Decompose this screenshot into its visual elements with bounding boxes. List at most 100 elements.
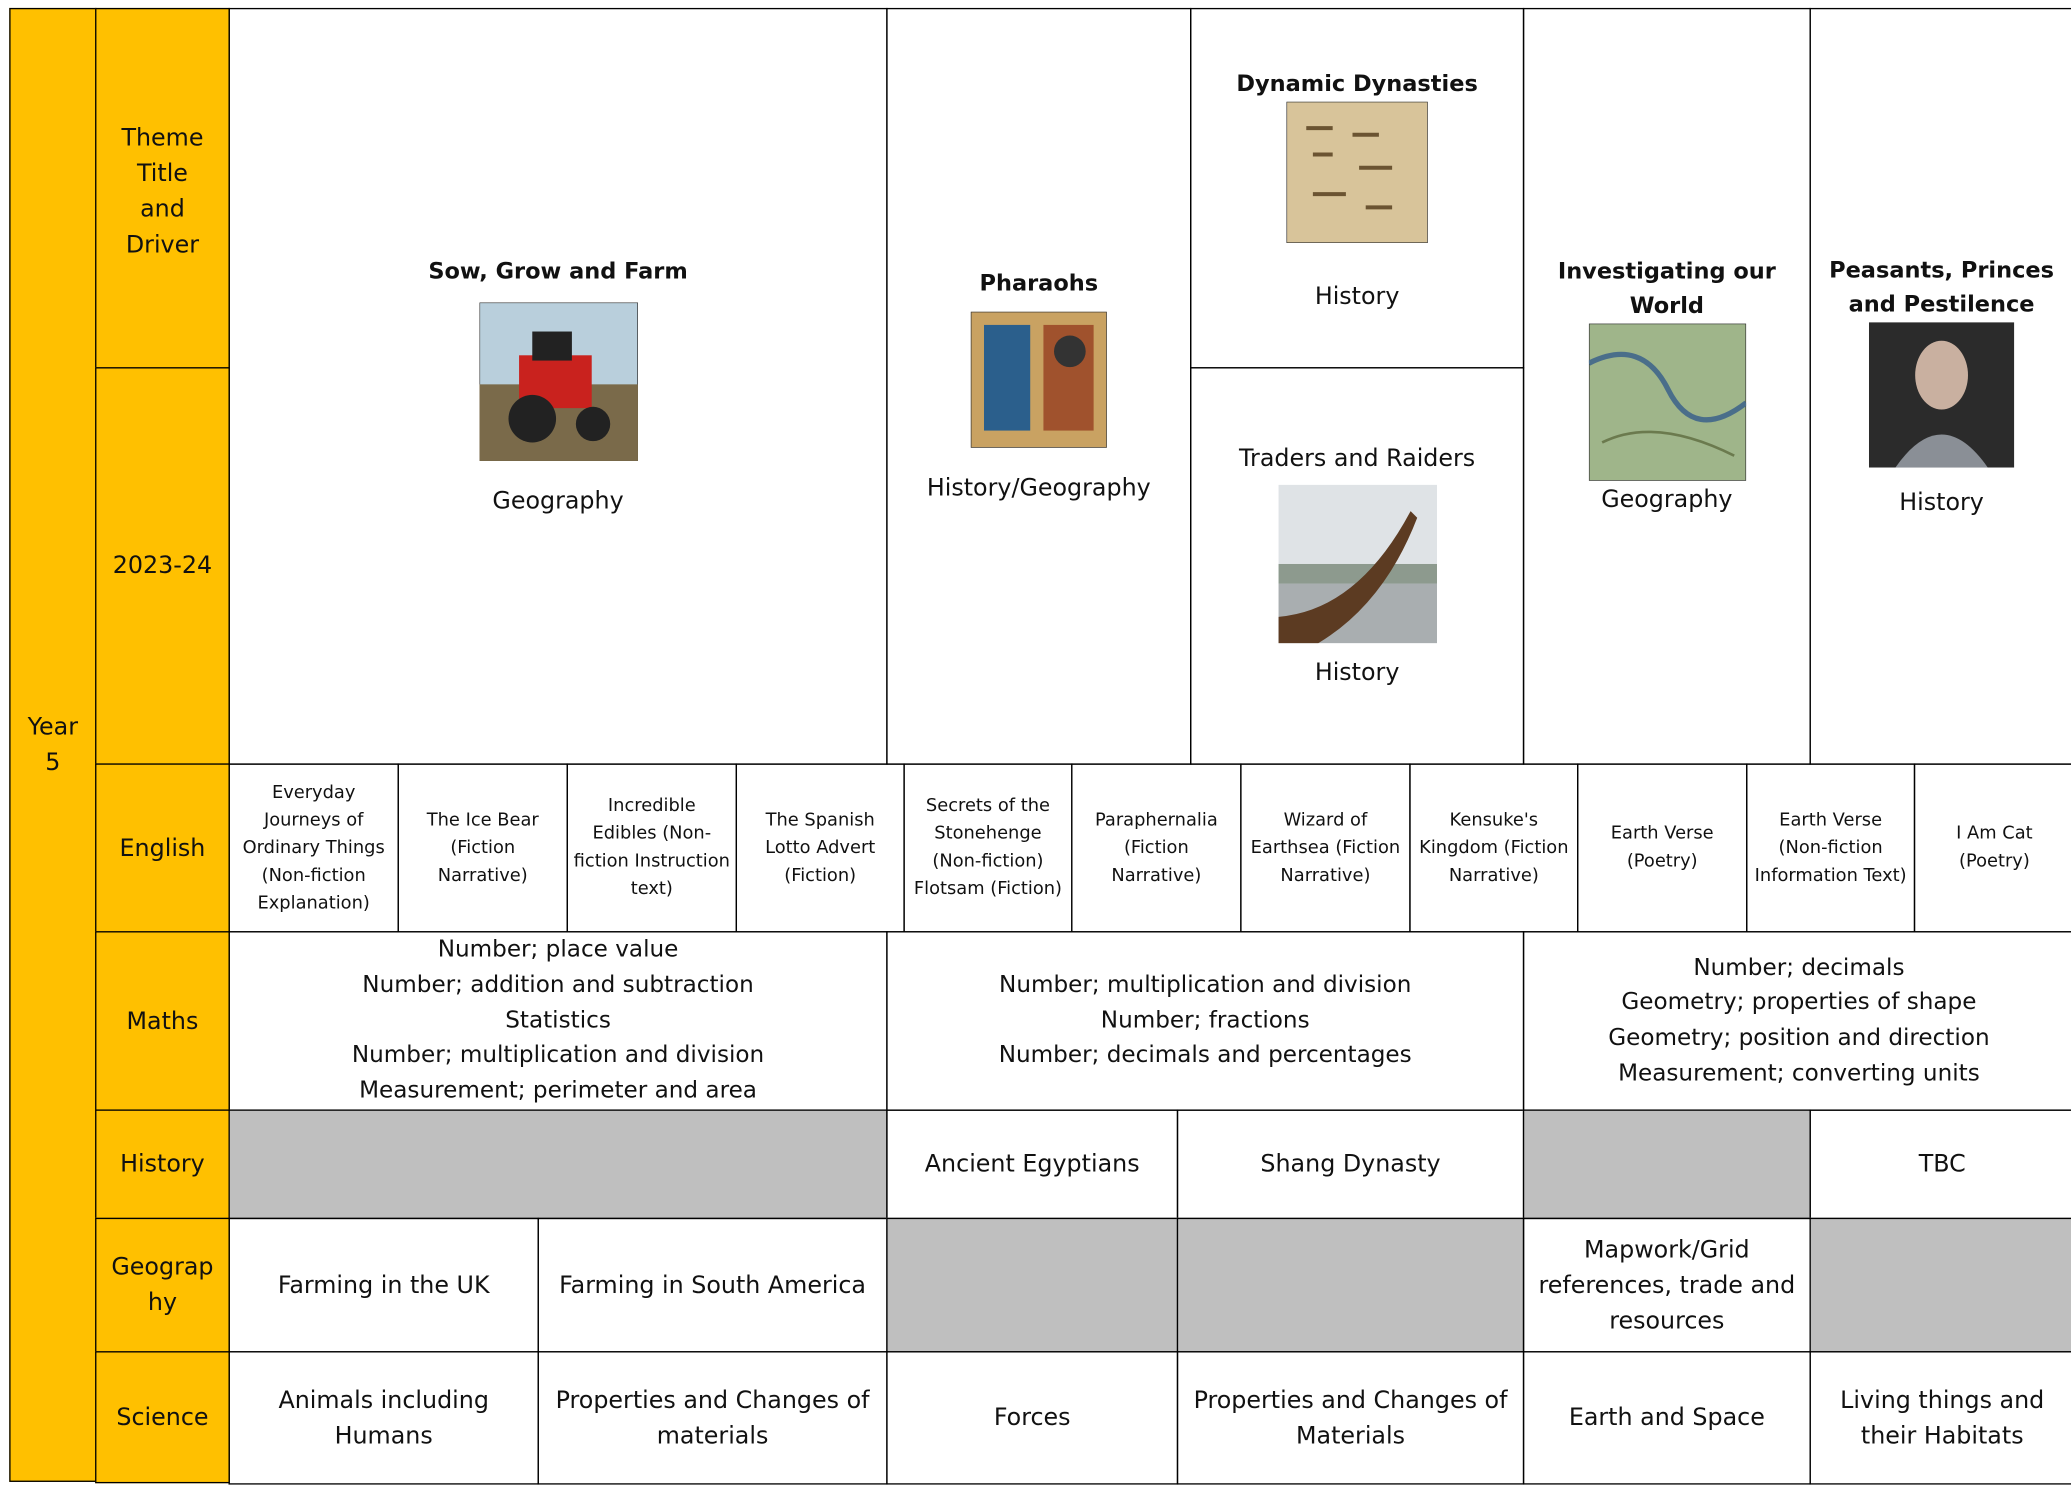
history-cell: Shang Dynasty bbox=[1176, 1109, 1525, 1220]
english-cell: The Spanish Lotto Advert (Fiction) bbox=[735, 763, 905, 933]
theme-title: Pharaohs bbox=[979, 270, 1099, 298]
theme-cell: Traders and Raiders History bbox=[1190, 367, 1525, 765]
science-text: Living things and their Habitats bbox=[1840, 1386, 2045, 1450]
theme-cell: Pharaohs History/Geography bbox=[886, 7, 1192, 765]
label-text: Theme Title and Driver bbox=[121, 124, 204, 259]
longship-image bbox=[1277, 484, 1437, 643]
pharaoh-image bbox=[970, 311, 1107, 448]
theme-title: Peasants, Princes and Pestilence bbox=[1829, 256, 2055, 318]
row-label: Theme Title and Driver bbox=[95, 7, 230, 369]
maths-line: Measurement; converting units bbox=[1618, 1060, 1980, 1087]
history-text: Shang Dynasty bbox=[1260, 1150, 1441, 1179]
theme-subject: History/Geography bbox=[926, 474, 1151, 502]
english-text: Kensuke's Kingdom (Fiction Narrative) bbox=[1419, 808, 1569, 886]
english-cell: I Am Cat (Poetry) bbox=[1913, 763, 2071, 933]
theme-subject: Geography bbox=[492, 486, 624, 515]
science-text: Forces bbox=[993, 1404, 1071, 1432]
label-text: Geography bbox=[111, 1253, 214, 1317]
empty-cell bbox=[228, 1109, 888, 1220]
geography-text: Mapwork/Grid references, trade and resou… bbox=[1538, 1235, 1796, 1335]
tablet-image bbox=[1286, 101, 1428, 244]
maths-line: Number; decimals bbox=[1693, 954, 1905, 981]
row-label: Geography bbox=[95, 1217, 230, 1353]
year-label: Year 5 bbox=[27, 713, 78, 777]
theme-subject: History bbox=[1314, 282, 1400, 311]
geography-text: Farming in South America bbox=[559, 1271, 866, 1300]
english-text: Earth Verse (Non-fiction Information Tex… bbox=[1754, 808, 1907, 886]
english-text: I Am Cat (Poetry) bbox=[1956, 822, 2033, 872]
empty-cell bbox=[1522, 1109, 1811, 1220]
maths-line: Number; place value bbox=[437, 936, 679, 964]
theme-title: Investigating our World bbox=[1557, 258, 1776, 320]
label-text: Science bbox=[116, 1403, 209, 1432]
science-text: Earth and Space bbox=[1568, 1404, 1765, 1432]
english-cell: Paraphernalia (Fiction Narrative) bbox=[1071, 763, 1242, 933]
row-label: Science bbox=[95, 1351, 230, 1484]
english-text: Everyday Journeys of Ordinary Things (No… bbox=[242, 781, 385, 914]
row-label: Maths bbox=[95, 931, 230, 1111]
geography-cell: Mapwork/Grid references, trade and resou… bbox=[1522, 1217, 1811, 1353]
theme-title: Traders and Raiders bbox=[1239, 444, 1476, 473]
label-text: Maths bbox=[126, 1007, 199, 1035]
history-text: Ancient Egyptians bbox=[924, 1150, 1140, 1179]
theme-cell: Investigating our World Geography bbox=[1522, 7, 1811, 765]
label-text: History bbox=[120, 1150, 205, 1179]
english-cell: Kensuke's Kingdom (Fiction Narrative) bbox=[1409, 763, 1579, 933]
english-text: Wizard of Earthsea (Fiction Narrative) bbox=[1250, 808, 1401, 886]
english-text: Incredible Edibles (Non-fiction Instruct… bbox=[573, 795, 730, 900]
maths-line: Number; multiplication and division bbox=[999, 972, 1412, 999]
theme-title: Sow, Grow and Farm bbox=[428, 258, 688, 285]
theme-subject: History bbox=[1314, 658, 1400, 687]
maths-cell: Number; place value Number; addition and … bbox=[228, 931, 888, 1111]
science-text: Properties and Changes of Materials bbox=[1193, 1386, 1508, 1450]
english-text: Paraphernalia (Fiction Narrative) bbox=[1094, 808, 1218, 886]
science-cell: Properties and Changes of Materials bbox=[1176, 1351, 1525, 1485]
empty-cell bbox=[1176, 1217, 1525, 1353]
science-cell: Earth and Space bbox=[1522, 1351, 1811, 1485]
year-cell: Year 5 bbox=[9, 7, 97, 1482]
theme-subject: Geography bbox=[1601, 486, 1733, 514]
english-text: Secrets of the Stonehenge (Non-fiction) … bbox=[913, 795, 1063, 900]
science-text: Properties and Changes of materials bbox=[555, 1386, 870, 1450]
history-cell: Ancient Egyptians bbox=[886, 1109, 1179, 1220]
maths-line: Measurement; perimeter and area bbox=[359, 1077, 757, 1105]
theme-cell: Sow, Grow and Farm Geography bbox=[228, 7, 888, 765]
maths-cell: Number; decimals Geometry; properties of … bbox=[1522, 931, 2071, 1111]
english-cell: The Ice Bear (Fiction Narrative) bbox=[397, 763, 568, 933]
maths-line: Number; decimals and percentages bbox=[998, 1042, 1412, 1069]
row-label: History bbox=[95, 1109, 230, 1220]
geography-cell: Farming in the UK bbox=[228, 1217, 539, 1353]
label-text: English bbox=[119, 834, 206, 862]
theme-subject: History bbox=[1899, 488, 1984, 516]
history-cell: TBC bbox=[1809, 1109, 2071, 1220]
row-label: 2023-24 bbox=[95, 367, 230, 765]
english-text: Earth Verse (Poetry) bbox=[1610, 822, 1714, 872]
english-cell: Earth Verse (Poetry) bbox=[1577, 763, 1748, 933]
science-cell: Forces bbox=[886, 1351, 1179, 1485]
geography-text: Farming in the UK bbox=[277, 1271, 490, 1300]
empty-cell bbox=[1809, 1217, 2071, 1353]
english-cell: Incredible Edibles (Non-fiction Instruct… bbox=[566, 763, 738, 933]
history-text: TBC bbox=[1918, 1150, 1966, 1179]
english-text: The Spanish Lotto Advert (Fiction) bbox=[765, 808, 876, 886]
science-cell: Living things and their Habitats bbox=[1809, 1351, 2071, 1485]
science-cell: Properties and Changes of materials bbox=[537, 1351, 888, 1485]
empty-cell bbox=[886, 1217, 1179, 1353]
english-cell: Everyday Journeys of Ordinary Things (No… bbox=[228, 763, 399, 933]
maths-line: Geometry; properties of shape bbox=[1621, 989, 1977, 1017]
english-cell: Wizard of Earthsea (Fiction Narrative) bbox=[1240, 763, 1411, 933]
english-cell: Earth Verse (Non-fiction Information Tex… bbox=[1746, 763, 1916, 933]
knight-image bbox=[1868, 321, 2015, 467]
theme-cell: Peasants, Princes and Pestilence History bbox=[1809, 7, 2071, 765]
row-label: English bbox=[95, 763, 230, 933]
theme-cell: Dynamic Dynasties History bbox=[1190, 7, 1525, 369]
science-cell: Animals including Humans bbox=[228, 1351, 539, 1485]
english-text: The Ice Bear (Fiction Narrative) bbox=[426, 808, 539, 886]
geography-cell: Farming in South America bbox=[537, 1217, 888, 1353]
maths-line: Statistics bbox=[505, 1007, 611, 1034]
science-text: Animals including Humans bbox=[278, 1386, 489, 1450]
map-image bbox=[1588, 323, 1746, 481]
theme-title: Dynamic Dynasties bbox=[1236, 71, 1478, 98]
maths-line: Geometry; position and direction bbox=[1608, 1024, 1990, 1052]
